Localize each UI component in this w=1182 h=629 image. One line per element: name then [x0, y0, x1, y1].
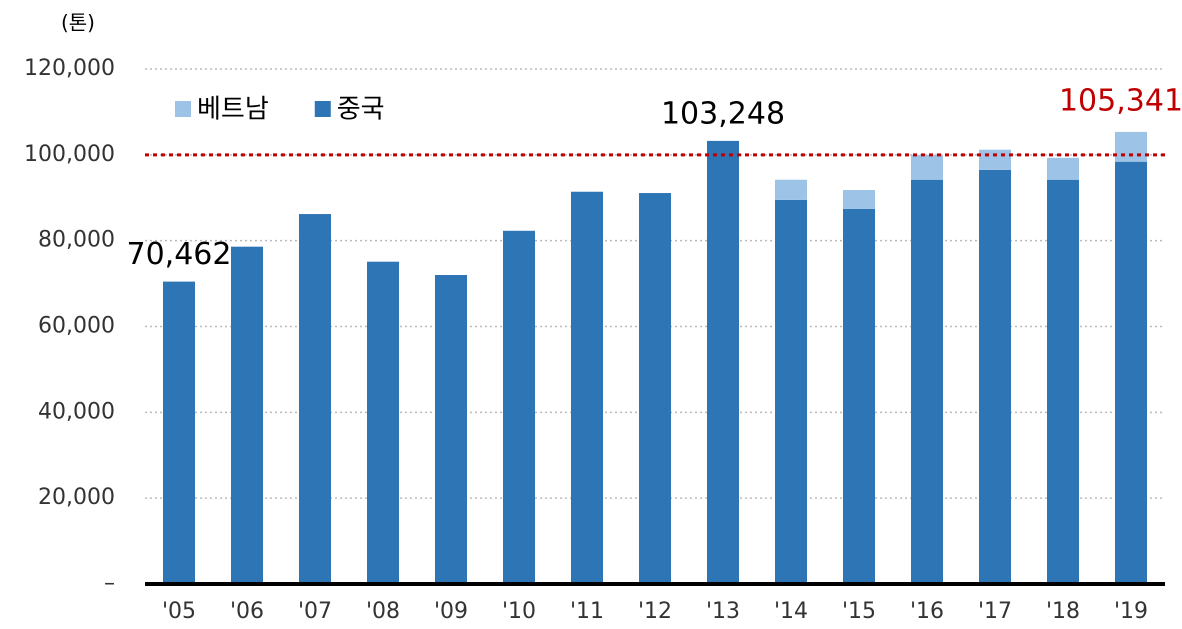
bar-segment [435, 275, 467, 584]
data-label: 103,248 [661, 96, 785, 131]
y-tick-label: – [104, 571, 115, 596]
bar-segment [707, 140, 739, 585]
y-tick-label: 120,000 [24, 56, 115, 81]
bar-segment [571, 191, 603, 584]
x-tick-label: '05 [162, 599, 196, 624]
bar-segment [1047, 157, 1079, 180]
x-tick-label: '17 [978, 599, 1012, 624]
y-tick-label: 80,000 [38, 228, 115, 253]
bar-segment [231, 246, 263, 585]
x-tick-label: '16 [910, 599, 944, 624]
x-tick-label: '13 [706, 599, 740, 624]
legend-swatch [314, 101, 331, 117]
bar-segment [775, 179, 807, 200]
x-tick-label: '07 [298, 599, 332, 624]
y-tick-label: 100,000 [24, 142, 115, 167]
bar-segment [163, 281, 195, 584]
bar-segment [911, 154, 943, 180]
x-tick-label: '09 [434, 599, 468, 624]
x-tick-label: '15 [842, 599, 876, 624]
bar-segment [299, 214, 331, 584]
bar-segment [843, 190, 875, 209]
bar-segment [1115, 161, 1147, 584]
legend-label: 베트남 [197, 95, 269, 125]
bar-segment [843, 208, 875, 585]
x-tick-label: '08 [366, 599, 400, 624]
x-tick-label: '19 [1114, 599, 1148, 624]
x-tick-label: '10 [502, 599, 536, 624]
bar-segment [503, 230, 535, 584]
data-label: 70,462 [127, 237, 232, 272]
x-tick-label: '18 [1046, 599, 1080, 624]
x-tick-label: '14 [774, 599, 808, 624]
bar-segment [775, 199, 807, 585]
bar-segment [979, 149, 1011, 170]
bar-segment [1047, 179, 1079, 584]
x-tick-label: '12 [638, 599, 672, 624]
legend-swatch [175, 101, 191, 117]
y-tick-label: 20,000 [38, 485, 115, 510]
bar-segment [1115, 131, 1147, 162]
bar-segment [979, 169, 1011, 584]
y-tick-label: 40,000 [38, 399, 115, 424]
annotation: 105,341 [1059, 83, 1182, 118]
legend-label: 중국 [337, 95, 385, 125]
x-tick-label: '11 [570, 599, 604, 624]
bar-segment [639, 193, 671, 584]
bar-segment [367, 261, 399, 584]
y-unit: (톤) [61, 11, 95, 35]
x-tick-label: '06 [230, 599, 264, 624]
bar-segment [911, 179, 943, 584]
y-tick-label: 60,000 [38, 314, 115, 339]
